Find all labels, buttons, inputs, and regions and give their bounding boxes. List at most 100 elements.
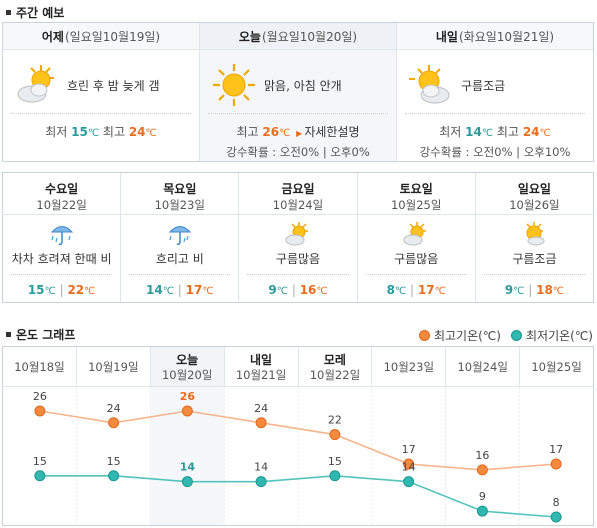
precipitation-probability: 강수확률 : 오전0% | 오후0% <box>226 145 370 159</box>
weather-desc: 구름많음 <box>394 252 439 266</box>
temperature-range: 최고 26℃ 자세한설명 <box>200 123 396 140</box>
high-temp-legend-marker <box>418 330 430 341</box>
graph-date-label: 10월18일 <box>14 360 65 374</box>
high-temp-point <box>34 405 46 417</box>
high-temp: 26 <box>262 125 280 139</box>
forecast-today: 오늘(월요일10월20일) 맑음, 아침 안개 최고 26℃ 자세한설명 강수확… <box>200 23 397 161</box>
high-temp-point <box>403 458 415 470</box>
graph-date-column: 내일 10월21일 <box>225 347 299 386</box>
low-temp-point <box>255 476 267 488</box>
high-temp-label: 24 <box>254 402 268 415</box>
low-temp-label: 14 <box>180 461 196 474</box>
graph-date-label: 10월22일 <box>309 368 361 382</box>
graph-date-column: 10월19일 <box>77 347 151 386</box>
umbrella-rain-icon <box>50 226 73 245</box>
temperature-range: 8℃ | 17℃ <box>386 283 446 297</box>
day-name: 내일 <box>435 29 458 44</box>
day-name: 오늘 <box>238 29 261 44</box>
low-temp-label: 15 <box>107 455 121 468</box>
legend-low: 최저기온(℃) <box>525 329 593 343</box>
low-temp-label: 9 <box>479 490 486 503</box>
graph-date-label: 10월21일 <box>235 368 287 382</box>
sun-cloud-icon <box>285 222 308 246</box>
forecast-yesterday: 어제 (일요일10월19일) 흐린 후 밤 늦게 갬 최저 15℃ 최고 24℃ <box>3 23 200 161</box>
temperature-range: 최저 15℃ 최고 24℃ <box>45 125 157 139</box>
forecast-day: 일요일 10월26일 구름조금 9℃ | 18℃ <box>475 173 594 302</box>
low-temp-label: 14 <box>254 461 268 474</box>
day-date: 10월22일 <box>36 198 87 212</box>
weather-desc: 구름조금 <box>512 252 557 266</box>
weather-desc: 맑음, 아침 안개 <box>264 78 342 93</box>
day-date: 10월25일 <box>390 198 442 212</box>
low-temp-line <box>39 474 557 518</box>
high-temp-point <box>476 464 488 476</box>
low-temp-label: 8 <box>553 496 560 509</box>
high-temp: 24 <box>128 125 146 139</box>
sun-icon <box>213 64 255 106</box>
forecast-day: 금요일 10월24일 구름많음 9℃ | 16℃ <box>239 173 358 302</box>
temperature-graph: 10월18일 10월19일 오늘 10월20일 내일 10월21일 모레 10월22일 10월2… <box>2 346 594 526</box>
day-name: 수요일 <box>45 182 79 196</box>
low-temp-point <box>550 511 562 523</box>
low-temp: 15 <box>71 125 88 139</box>
high-temp-point <box>108 417 120 429</box>
day-date: 10월23일 <box>154 198 206 212</box>
forecast-day: 목요일 10월23일 흐리고 비 14℃ | 17℃ <box>121 173 240 302</box>
day-date: (화요일10월21일) <box>458 29 555 44</box>
precipitation-probability: 강수확률 : 오전0% | 오후10% <box>419 145 571 159</box>
temperature-range: 9℃ | 18℃ <box>504 283 565 297</box>
detail-description-link[interactable]: 자세한설명 <box>296 125 359 139</box>
day-name: 일요일 <box>517 182 551 196</box>
high-temp: 18 <box>536 283 553 297</box>
low-temp-point <box>181 476 193 488</box>
weather-desc: 구름많음 <box>275 252 321 266</box>
low-temp: 14 <box>465 125 482 139</box>
temperature-range: 14℃ | 17℃ <box>146 283 214 297</box>
sun-cloud-icon <box>409 65 450 104</box>
high-temp: 22 <box>67 283 85 297</box>
low-temp-label: 15 <box>328 455 342 468</box>
legend-high: 최고기온(℃) <box>433 329 501 343</box>
graph-date-label: 10월24일 <box>457 360 508 374</box>
high-temp-line <box>39 410 557 471</box>
graph-day-name: 내일 <box>250 353 273 367</box>
high-temp-label: 24 <box>107 402 121 415</box>
graph-date-label: 10월23일 <box>383 360 435 374</box>
sun-cloud-icon <box>403 222 427 246</box>
temperature-range: 최저 14℃ 최고 24℃ <box>439 125 551 139</box>
temperature-range: 9℃ | 16℃ <box>268 283 328 297</box>
low-temp-point <box>329 470 341 482</box>
bullet-icon <box>6 332 11 337</box>
graph-date-column: 10월25일 <box>520 347 593 386</box>
low-temp-label: 15 <box>33 455 47 468</box>
high-temp-label: 26 <box>180 390 196 403</box>
low-temp-label: 14 <box>402 461 416 474</box>
low-temp-point <box>34 470 46 482</box>
graph-date-column: 오늘 10월20일 <box>150 347 225 386</box>
sun-cloud-icon <box>526 222 545 246</box>
weather-desc: 차차 흐려져 한때 비 <box>11 252 112 266</box>
graph-date-label: 10월25일 <box>531 360 582 374</box>
low-temp: 9 <box>504 283 514 297</box>
day-name: 어제 <box>41 29 64 44</box>
high-temp: 17 <box>185 283 203 297</box>
high-temp-label: 26 <box>33 390 47 403</box>
low-temp-point <box>476 505 488 517</box>
high-temp-label: 22 <box>328 414 342 427</box>
weather-desc: 흐린 후 밤 늦게 갬 <box>67 78 160 93</box>
high-temp-point <box>329 429 341 441</box>
temperature-range: 15℃ | 22℃ <box>27 283 96 297</box>
weather-desc: 흐리고 비 <box>155 252 204 266</box>
high-temp: 16 <box>299 283 317 297</box>
day-date: (일요일10월19일) <box>64 29 161 44</box>
graph-date-column: 10월18일 <box>3 347 77 386</box>
weather-desc: 구름조금 <box>461 78 506 93</box>
graph-date-header: 10월18일 10월19일 오늘 10월20일 내일 10월21일 모레 10월22일 10월2… <box>3 347 593 387</box>
high-temp-point <box>550 458 562 470</box>
temperature-graph-title: 온도 그래프 <box>6 326 75 343</box>
three-day-forecast: 어제 (일요일10월19일) 흐린 후 밤 늦게 갬 최저 15℃ 최고 24℃ … <box>2 22 594 162</box>
high-temp-point <box>181 405 193 417</box>
low-temp: 15 <box>27 283 45 297</box>
high-temp-point <box>255 417 267 429</box>
umbrella-rain-icon <box>168 226 191 245</box>
